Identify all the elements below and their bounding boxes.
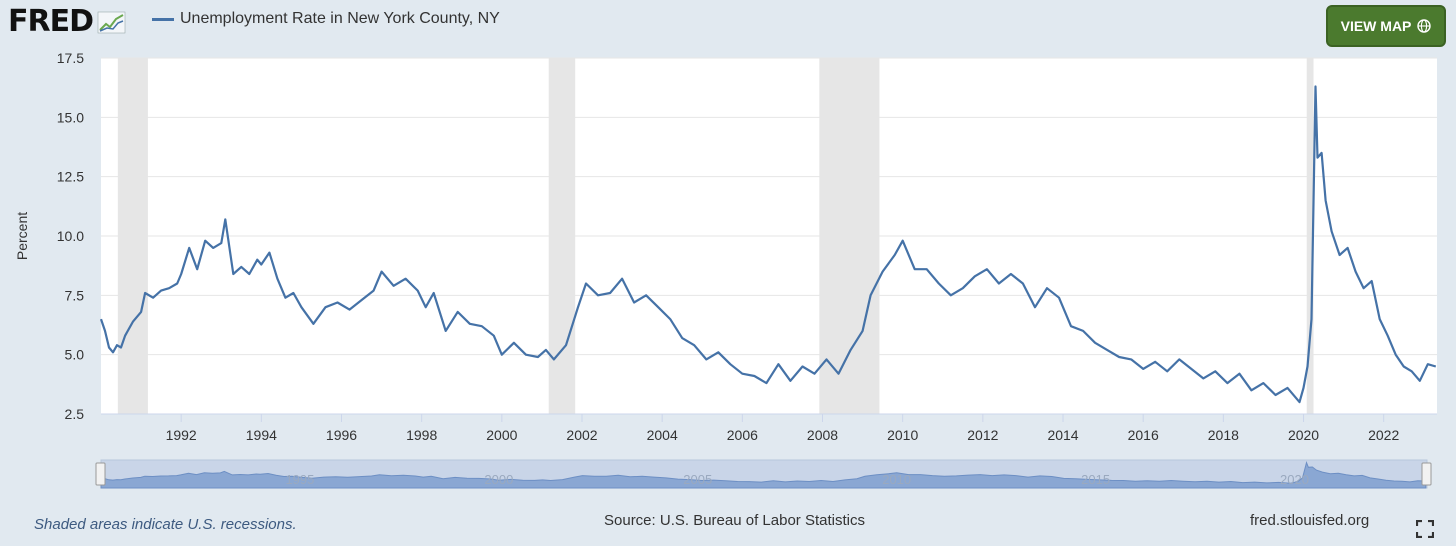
x-tick-label: 2014 [1047,427,1078,443]
x-tick-label: 2020 [1288,427,1319,443]
x-tick-label: 2016 [1128,427,1159,443]
x-tick-label: 1996 [326,427,357,443]
globe-icon [1417,19,1432,33]
x-tick-label: 1994 [246,427,277,443]
fullscreen-icon[interactable] [1416,520,1434,538]
x-tick-label: 2002 [566,427,597,443]
navigator-label: 2000 [484,472,513,487]
navigator-label: 2015 [1081,472,1110,487]
x-tick-label: 2000 [486,427,517,443]
y-axis-label: Percent [14,212,30,260]
x-tick-label: 2012 [967,427,998,443]
navigator-label: 2010 [882,472,911,487]
x-tick-label: 2008 [807,427,838,443]
y-tick-label: 10.0 [57,228,84,244]
y-tick-label: 17.5 [57,50,84,66]
range-navigator[interactable]: 1995 2000 2005 2010 2015 2020 [95,459,1432,489]
x-axis-ticks: 1992 1994 1996 1998 2000 2002 2004 2006 2008 2010… [166,414,1399,443]
fred-graph-icon [97,11,126,33]
fred-logo-text: FRED [8,4,94,39]
y-tick-label: 12.5 [57,169,84,185]
x-tick-label: 2018 [1208,427,1239,443]
x-tick-label: 2006 [727,427,758,443]
x-tick-label: 2004 [647,427,678,443]
source-text: Source: U.S. Bureau of Labor Statistics [604,512,865,529]
navigator-handle-right[interactable] [1421,462,1432,486]
chart-legend[interactable]: Unemployment Rate in New York County, NY [152,10,500,28]
x-tick-label: 2010 [887,427,918,443]
navigator-label: 1995 [285,472,314,487]
navigator-label: 2020 [1280,472,1309,487]
navigator-area [100,461,1427,489]
y-tick-label: 15.0 [57,109,84,125]
x-tick-label: 1998 [406,427,437,443]
fred-logo[interactable]: FRED [8,4,127,39]
x-tick-label: 2022 [1368,427,1399,443]
navigator-labels: 1995 2000 2005 2010 2015 2020 [285,472,1309,487]
view-map-label: VIEW MAP [1340,18,1412,34]
navigator-label: 2005 [683,472,712,487]
view-map-button[interactable]: VIEW MAP [1326,5,1446,47]
legend-label: Unemployment Rate in New York County, NY [180,10,500,27]
recession-note: Shaded areas indicate U.S. recessions. [34,516,297,533]
y-tick-label: 7.5 [65,287,85,303]
y-tick-label: 2.5 [65,406,85,422]
y-axis-ticks: 2.5 5.0 7.5 10.0 12.5 15.0 17.5 [57,50,84,422]
legend-swatch [152,17,174,21]
series-line [99,85,1437,404]
y-tick-label: 5.0 [65,347,85,363]
fred-url-link[interactable]: fred.stlouisfed.org [1250,512,1370,529]
x-tick-label: 1992 [166,427,197,443]
navigator-handle-left[interactable] [95,462,106,486]
